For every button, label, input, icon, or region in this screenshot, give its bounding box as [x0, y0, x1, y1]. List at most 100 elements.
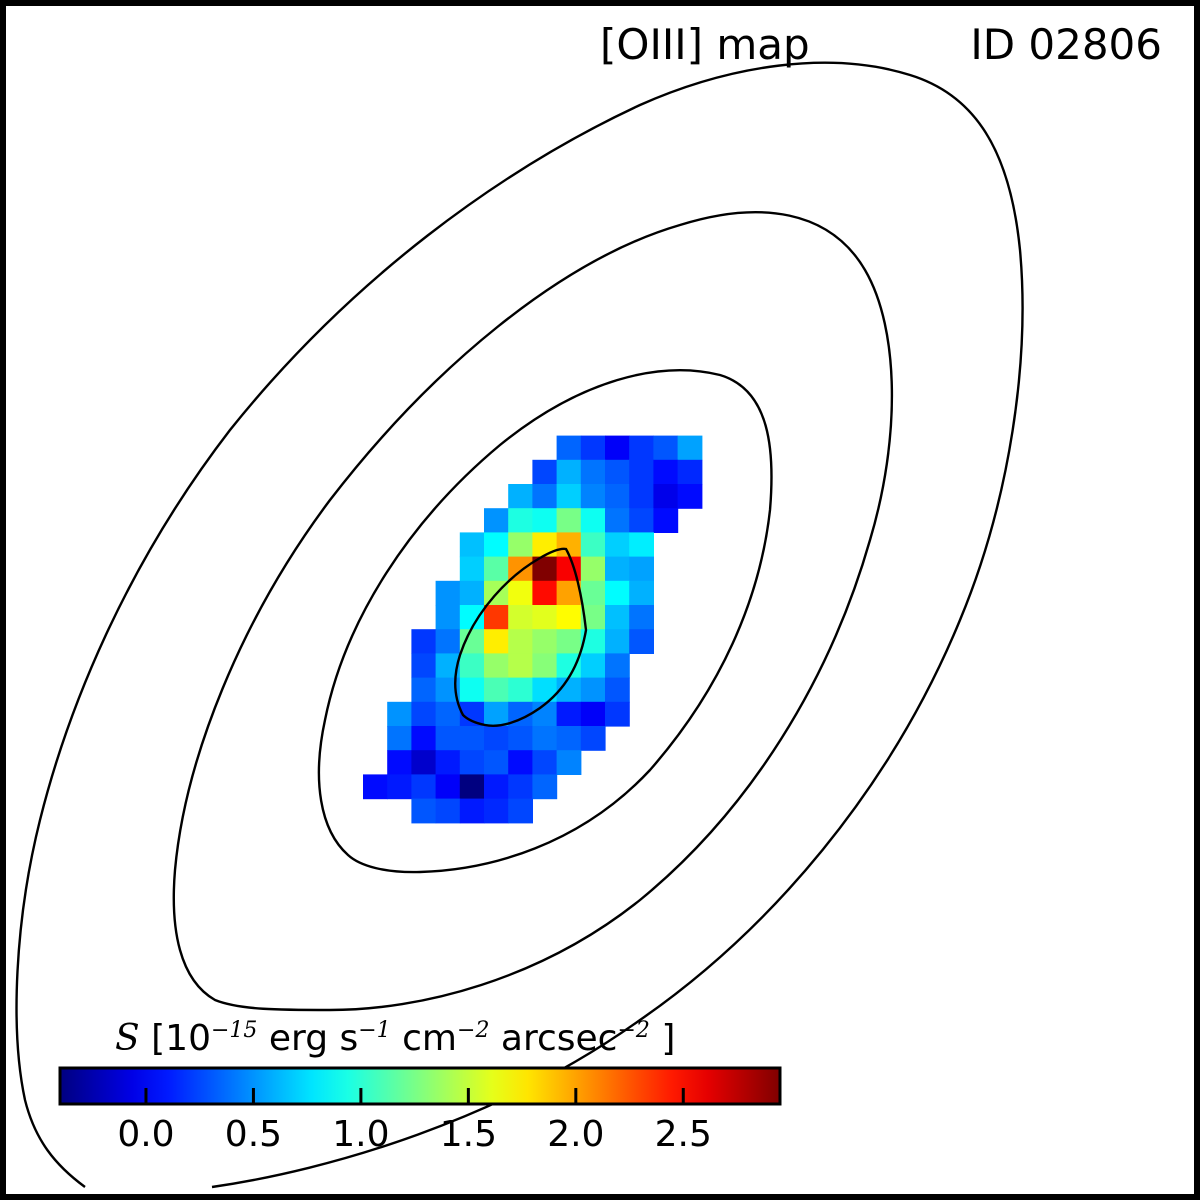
- heatmap-pixel: [484, 774, 509, 800]
- heatmap-pixel: [629, 508, 654, 533]
- heatmap-pixel: [556, 459, 582, 485]
- heatmap-pixel: [459, 774, 485, 800]
- heatmap-pixel: [459, 726, 485, 751]
- heatmap-pixel: [508, 508, 533, 533]
- heatmap-pixel: [556, 508, 582, 533]
- heatmap-pixel: [532, 580, 558, 606]
- heatmap-pixel: [484, 798, 509, 824]
- heatmap-pixel: [556, 653, 582, 679]
- heatmap-pixel: [580, 435, 606, 461]
- heatmap-pixel: [411, 726, 437, 751]
- heatmap-pixel: [484, 556, 509, 582]
- colorbar-label-exp2: −1: [358, 1018, 391, 1043]
- heatmap-pixel: [484, 508, 509, 533]
- heatmap-pixel: [484, 653, 509, 679]
- heatmap-pixel: [532, 605, 558, 630]
- colorbar: 0.0 0.5 1.0 1.5 2.0 2.5: [58, 1066, 782, 1155]
- heatmap-pixel: [580, 677, 606, 703]
- heatmap-pixel: [629, 556, 654, 582]
- object-id-label: ID 02806: [970, 20, 1162, 69]
- heatmap-pixel: [532, 508, 558, 533]
- heatmap-pixel: [435, 774, 461, 800]
- colorbar-label-exp1: −15: [210, 1018, 258, 1043]
- heatmap-pixel: [580, 484, 606, 509]
- heatmap-pixel: [387, 750, 412, 775]
- heatmap-pixel: [484, 605, 509, 630]
- heatmap-pixel: [556, 701, 582, 727]
- heatmap-pixel: [556, 484, 582, 509]
- heatmap-pixel: [653, 484, 679, 509]
- heatmap-pixel: [411, 798, 437, 824]
- heatmap-pixel: [508, 605, 533, 630]
- heatmap-pixel: [484, 701, 509, 727]
- heatmap-pixel: [556, 726, 582, 751]
- heatmap-pixel: [387, 701, 412, 727]
- heatmap-pixel: [532, 774, 558, 800]
- heatmap-pixel: [459, 532, 485, 558]
- colorbar-label-unit3: arcsec: [500, 1018, 618, 1059]
- heatmap-pixel: [484, 726, 509, 751]
- map-title: [OIII] map: [600, 20, 810, 69]
- heatmap-pixel: [580, 459, 606, 485]
- heatmap-pixels: [363, 435, 703, 824]
- colorbar-label-open: [10: [151, 1018, 211, 1059]
- heatmap-pixel: [580, 726, 606, 751]
- colorbar-tick-label: 2.0: [547, 1114, 604, 1155]
- colorbar-label-exp3: −2: [457, 1018, 490, 1043]
- heatmap-pixel: [580, 653, 606, 679]
- heatmap-pixel: [605, 629, 630, 654]
- heatmap-pixel: [508, 484, 533, 509]
- heatmap-pixel: [484, 677, 509, 703]
- contour-inner: [454, 547, 588, 727]
- heatmap-pixel: [459, 653, 485, 679]
- heatmap-pixel: [629, 459, 654, 485]
- heatmap-pixel: [580, 580, 606, 606]
- heatmap-pixel: [556, 605, 582, 630]
- colorbar-label-unit2: cm: [402, 1018, 458, 1059]
- heatmap-pixel: [484, 532, 509, 558]
- heatmap-pixel: [508, 798, 533, 824]
- heatmap-pixel: [411, 774, 437, 800]
- heatmap-pixel: [435, 605, 461, 630]
- heatmap-pixel: [508, 653, 533, 679]
- heatmap-pixel: [605, 580, 630, 606]
- heatmap-pixel: [605, 701, 630, 727]
- heatmap-pixel: [629, 435, 654, 461]
- colorbar-tick-label: 2.5: [655, 1114, 712, 1155]
- heatmap-pixel: [556, 435, 582, 461]
- heatmap-pixel: [605, 677, 630, 703]
- heatmap-pixel: [459, 677, 485, 703]
- heatmap-pixel: [435, 629, 461, 654]
- heatmap-pixel: [435, 750, 461, 775]
- heatmap-pixel: [532, 653, 558, 679]
- heatmap-pixel: [605, 508, 630, 533]
- colorbar-gradient: [58, 1066, 782, 1106]
- heatmap-pixel: [532, 459, 558, 485]
- colorbar-tick-label: 0.0: [117, 1114, 174, 1155]
- heatmap-pixel: [508, 532, 533, 558]
- heatmap-pixel: [363, 774, 388, 800]
- heatmap-pixel: [605, 605, 630, 630]
- heatmap-pixel: [629, 580, 654, 606]
- heatmap-pixel: [459, 750, 485, 775]
- heatmap-pixel: [484, 629, 509, 654]
- heatmap-pixel: [580, 508, 606, 533]
- colorbar-tick-label: 1.5: [440, 1114, 497, 1155]
- heatmap-pixel: [580, 556, 606, 582]
- colorbar-label-close: ]: [661, 1018, 676, 1059]
- heatmap-pixel: [459, 629, 485, 654]
- heatmap-pixel: [435, 580, 461, 606]
- colorbar-symbol: S: [115, 1018, 140, 1059]
- heatmap-pixel: [653, 459, 679, 485]
- heatmap-pixel: [677, 484, 703, 509]
- heatmap-pixel: [387, 726, 412, 751]
- heatmap-pixel: [532, 701, 558, 727]
- heatmap-pixel: [629, 532, 654, 558]
- heatmap-pixel: [605, 653, 630, 679]
- heatmap-pixel: [411, 701, 437, 727]
- heatmap-pixel: [605, 459, 630, 485]
- heatmap-pixel: [556, 580, 582, 606]
- heatmap-pixel: [508, 677, 533, 703]
- heatmap-pixel: [532, 484, 558, 509]
